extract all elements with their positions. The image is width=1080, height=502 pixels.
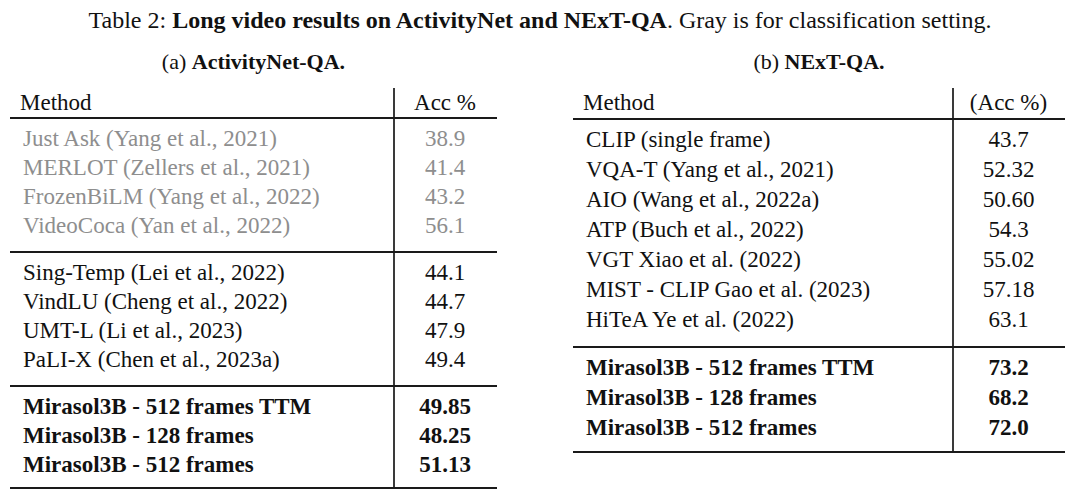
acc-cell: 50.60	[952, 185, 1065, 215]
table-a-bold-section: Mirasol3B - 512 frames TTM 49.85 Mirasol…	[10, 385, 497, 487]
table-row: MERLOT (Zellers et al., 2021) 41.4	[10, 153, 497, 182]
table-row: PaLI-X (Chen et al., 2023a) 49.4	[10, 345, 497, 374]
table-a-header-row: Method Acc %	[10, 88, 497, 119]
acc-cell: 49.4	[393, 345, 497, 374]
acc-cell: 48.25	[393, 421, 497, 450]
method-cell: CLIP (single frame)	[573, 125, 952, 155]
table-caption: Table 2: Long video results on ActivityN…	[0, 6, 1080, 34]
paper-table-figure: Table 2: Long video results on ActivityN…	[0, 0, 1080, 502]
acc-cell: 52.32	[952, 155, 1065, 185]
table-row: Just Ask (Yang et al., 2021) 38.9	[10, 124, 497, 153]
table-row: CLIP (single frame) 43.7	[573, 125, 1065, 155]
method-cell: PaLI-X (Chen et al., 2023a)	[10, 345, 393, 374]
method-cell: VQA-T (Yang et al., 2021)	[573, 155, 952, 185]
table-row: Mirasol3B - 128 frames 68.2	[573, 383, 1065, 413]
method-cell: VindLU (Cheng et al., 2022)	[10, 287, 393, 316]
method-cell: UMT-L (Li et al., 2023)	[10, 316, 393, 345]
table-a-bottom-rule	[10, 487, 497, 489]
acc-cell: 49.85	[393, 392, 497, 421]
method-cell: VideoCoca (Yan et al., 2022)	[10, 211, 393, 240]
acc-cell: 38.9	[393, 124, 497, 153]
table-row: Mirasol3B - 128 frames 48.25	[10, 421, 497, 450]
method-cell: Mirasol3B - 128 frames	[10, 421, 393, 450]
column-header-acc: Acc %	[393, 88, 497, 117]
acc-cell: 44.7	[393, 287, 497, 316]
table-a-grid: Method Acc % Just Ask (Yang et al., 2021…	[10, 88, 497, 489]
table-b-main-section: CLIP (single frame) 43.7 VQA-T (Yang et …	[573, 120, 1065, 346]
table-row: HiTeA Ye et al. (2022) 63.1	[573, 305, 1065, 335]
table-row: Mirasol3B - 512 frames TTM 73.2	[573, 353, 1065, 383]
method-cell: Just Ask (Yang et al., 2021)	[10, 124, 393, 153]
column-header-method: Method	[10, 88, 393, 117]
method-cell: Mirasol3B - 512 frames TTM	[10, 392, 393, 421]
table-row: AIO (Wang et al., 2022a) 50.60	[573, 185, 1065, 215]
method-cell: MERLOT (Zellers et al., 2021)	[10, 153, 393, 182]
table-b-bottom-rule	[573, 451, 1065, 453]
subcaption-a-title: ActivityNet-QA.	[192, 49, 345, 74]
table-b-grid: Method (Acc %) CLIP (single frame) 43.7 …	[573, 88, 1065, 453]
table-row: Mirasol3B - 512 frames 51.13	[10, 450, 497, 479]
method-cell: VGT Xiao et al. (2022)	[573, 245, 952, 275]
column-header-acc: (Acc %)	[952, 88, 1065, 118]
subcaption-a-prefix: (a)	[162, 49, 192, 74]
subcaption-b-prefix: (b)	[753, 49, 784, 74]
acc-cell: 63.1	[952, 305, 1065, 335]
acc-cell: 43.7	[952, 125, 1065, 155]
table-row: Mirasol3B - 512 frames TTM 49.85	[10, 392, 497, 421]
acc-cell: 55.02	[952, 245, 1065, 275]
table-row: MIST - CLIP Gao et al. (2023) 57.18	[573, 275, 1065, 305]
method-cell: FrozenBiLM (Yang et al., 2022)	[10, 182, 393, 211]
table-row: VGT Xiao et al. (2022) 55.02	[573, 245, 1065, 275]
table-row: Sing-Temp (Lei et al., 2022) 44.1	[10, 258, 497, 287]
acc-cell: 41.4	[393, 153, 497, 182]
table-b: (b) NExT-QA. Method (Acc %) CLIP (single…	[573, 50, 1065, 453]
caption-suffix: . Gray is for classification setting.	[667, 7, 992, 33]
table-row: Mirasol3B - 512 frames 72.0	[573, 413, 1065, 443]
method-cell: Mirasol3B - 512 frames TTM	[573, 353, 952, 383]
subcaption-b-title: NExT-QA.	[785, 49, 885, 74]
table-b-bold-section: Mirasol3B - 512 frames TTM 73.2 Mirasol3…	[573, 346, 1065, 451]
acc-cell: 43.2	[393, 182, 497, 211]
table-row: UMT-L (Li et al., 2023) 47.9	[10, 316, 497, 345]
method-cell: Mirasol3B - 512 frames	[10, 450, 393, 479]
method-cell: HiTeA Ye et al. (2022)	[573, 305, 952, 335]
acc-cell: 68.2	[952, 383, 1065, 413]
table-row: FrozenBiLM (Yang et al., 2022) 43.2	[10, 182, 497, 211]
method-cell: MIST - CLIP Gao et al. (2023)	[573, 275, 952, 305]
acc-cell: 51.13	[393, 450, 497, 479]
table-a-mid-section: Sing-Temp (Lei et al., 2022) 44.1 VindLU…	[10, 251, 497, 385]
acc-cell: 54.3	[952, 215, 1065, 245]
table-a-gray-section: Just Ask (Yang et al., 2021) 38.9 MERLOT…	[10, 119, 497, 251]
caption-prefix: Table 2:	[89, 7, 173, 33]
table-row: ATP (Buch et al., 2022) 54.3	[573, 215, 1065, 245]
table-a-subcaption: (a) ActivityNet-QA.	[10, 50, 497, 74]
method-cell: Mirasol3B - 512 frames	[573, 413, 952, 443]
table-b-subcaption: (b) NExT-QA.	[573, 50, 1065, 74]
acc-cell: 56.1	[393, 211, 497, 240]
table-a: (a) ActivityNet-QA. Method Acc % Just As…	[10, 50, 497, 489]
method-cell: Sing-Temp (Lei et al., 2022)	[10, 258, 393, 287]
caption-bold-title: Long video results on ActivityNet and NE…	[172, 7, 667, 33]
acc-cell: 44.1	[393, 258, 497, 287]
table-b-header-row: Method (Acc %)	[573, 88, 1065, 120]
acc-cell: 47.9	[393, 316, 497, 345]
column-header-method: Method	[573, 88, 952, 118]
acc-cell: 72.0	[952, 413, 1065, 443]
acc-cell: 73.2	[952, 353, 1065, 383]
table-row: VQA-T (Yang et al., 2021) 52.32	[573, 155, 1065, 185]
method-cell: ATP (Buch et al., 2022)	[573, 215, 952, 245]
table-row: VideoCoca (Yan et al., 2022) 56.1	[10, 211, 497, 240]
acc-cell: 57.18	[952, 275, 1065, 305]
method-cell: Mirasol3B - 128 frames	[573, 383, 952, 413]
table-row: VindLU (Cheng et al., 2022) 44.7	[10, 287, 497, 316]
method-cell: AIO (Wang et al., 2022a)	[573, 185, 952, 215]
